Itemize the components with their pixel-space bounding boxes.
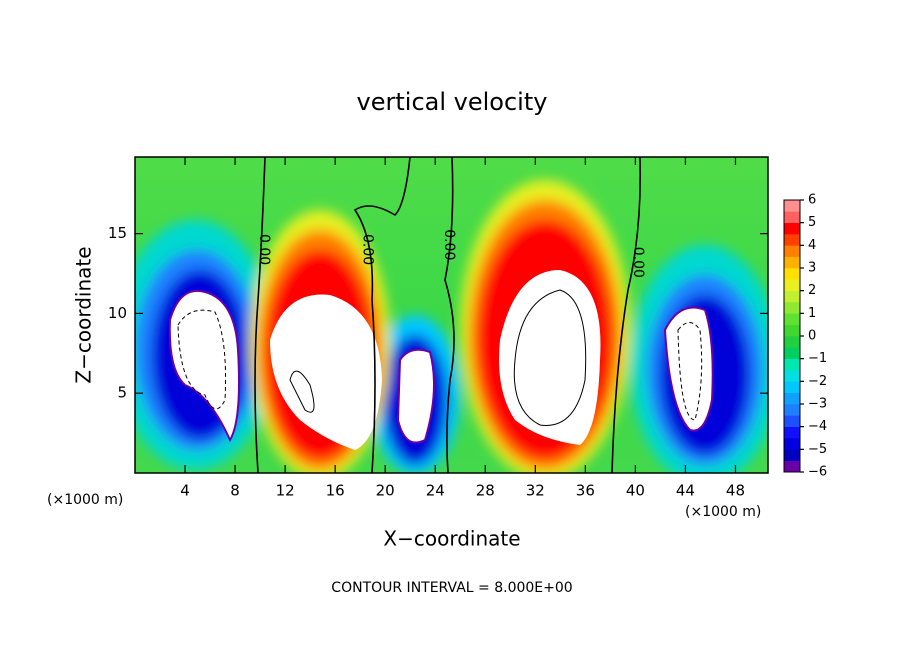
- colorbar-band: [784, 426, 800, 439]
- x-tick-label: 32: [526, 482, 545, 500]
- x-tick-label: 4: [180, 482, 190, 500]
- x-tick-label: 28: [476, 482, 495, 500]
- colorbar-tick-label: 1: [808, 306, 816, 321]
- contour-label: 0.00: [256, 234, 272, 265]
- colorbar-band: [784, 324, 800, 337]
- colorbar-band: [784, 256, 800, 269]
- x-unit-label: (×1000 m): [685, 504, 761, 520]
- colorbar-band: [784, 404, 800, 416]
- chart-title: vertical velocity: [357, 88, 548, 116]
- colorbar-band: [784, 313, 800, 325]
- colorbar-band: [784, 392, 800, 405]
- colorbar-band: [784, 449, 800, 461]
- x-tick-label: 24: [426, 482, 445, 500]
- colorbar-band: [784, 211, 800, 223]
- x-tick-label: 36: [576, 482, 595, 500]
- contour-label: 0.00: [630, 247, 646, 278]
- contour-label: 0.00: [360, 234, 376, 265]
- colorbar-tick-label: −1: [808, 351, 827, 366]
- x-tick-label: 20: [376, 482, 395, 500]
- colorbar-band: [784, 245, 800, 257]
- x-axis-label: X−coordinate: [383, 527, 520, 551]
- colorbar-band: [784, 347, 800, 359]
- colorbar-tick-label: 2: [808, 283, 816, 298]
- y-axis-label: Z−coordinate: [72, 246, 96, 383]
- colorbar-tick-label: −2: [808, 374, 827, 389]
- colorbar-band: [784, 370, 800, 382]
- y-unit-label: (×1000 m): [47, 492, 123, 508]
- colorbar-band: [784, 268, 800, 280]
- colorbar-band: [784, 460, 800, 473]
- x-tick-label: 40: [626, 482, 645, 500]
- x-tick-label: 44: [676, 482, 695, 500]
- colorbar-band: [784, 381, 800, 393]
- colorbar-band: [784, 234, 800, 246]
- colorbar-tick-label: −3: [808, 397, 827, 412]
- colorbar-band: [784, 279, 800, 291]
- colorbar-tick-label: 6: [808, 193, 816, 208]
- colorbar-band: [784, 358, 800, 371]
- colorbar-tick-label: −6: [808, 465, 827, 480]
- x-tick-label: 8: [230, 482, 240, 500]
- colorbar-tick-label: 0: [808, 329, 816, 344]
- colorbar-band: [784, 290, 800, 303]
- colorbar-tick-label: 5: [808, 215, 816, 230]
- colorbar-band: [784, 415, 800, 427]
- colorbar-tick-label: 4: [808, 238, 816, 253]
- x-tick-label: 16: [326, 482, 345, 500]
- plot-frame: [134, 156, 769, 474]
- y-tick-label: 10: [108, 304, 127, 322]
- colorbar-band: [784, 200, 800, 212]
- colorbar-band: [784, 222, 800, 235]
- colorbar-band: [784, 336, 800, 348]
- field: [135, 157, 768, 473]
- colorbar-band: [784, 302, 800, 314]
- colorbar-band: [784, 438, 800, 450]
- x-tick-label: 12: [276, 482, 295, 500]
- colorbar-tick-label: −4: [808, 419, 827, 434]
- contour-label: 0.00: [441, 229, 457, 260]
- x-tick-label: 48: [726, 482, 745, 500]
- y-tick-label: 15: [108, 224, 127, 242]
- colorbar-tick-label: 3: [808, 261, 816, 276]
- colorbar-tick-label: −5: [808, 442, 827, 457]
- footnote: CONTOUR INTERVAL = 8.000E+00: [331, 580, 572, 596]
- y-tick-label: 5: [117, 384, 127, 402]
